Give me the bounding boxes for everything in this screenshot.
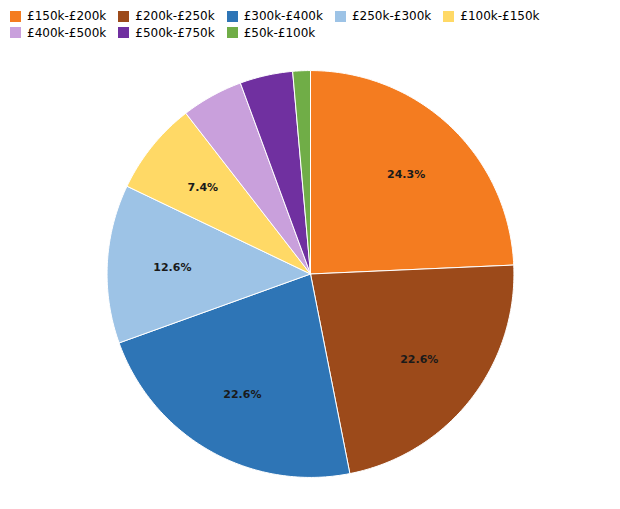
html-text:£150k-£200k: £150k-£200k xyxy=(27,9,107,24)
svg-text:7.4%: 7.4% xyxy=(188,181,219,194)
html-text:£250k-£300k: £250k-£300k xyxy=(351,9,432,24)
svg-text:24.3%: 24.3% xyxy=(387,168,425,181)
html-text:£50k-£100k: £50k-£100k xyxy=(243,25,316,40)
html-text:£100k-£150k: £100k-£150k xyxy=(460,9,540,24)
html-text:£300k-£400k: £300k-£400k xyxy=(243,9,323,24)
html-text:£500k-£750k: £500k-£750k xyxy=(135,25,215,40)
html-text:£200k-£250k: £200k-£250k xyxy=(135,9,215,24)
svg-text:12.6%: 12.6% xyxy=(153,261,191,274)
html-text:£400k-£500k: £400k-£500k xyxy=(27,25,107,40)
svg-text:22.6%: 22.6% xyxy=(223,388,261,401)
svg-text:22.6%: 22.6% xyxy=(400,353,438,366)
